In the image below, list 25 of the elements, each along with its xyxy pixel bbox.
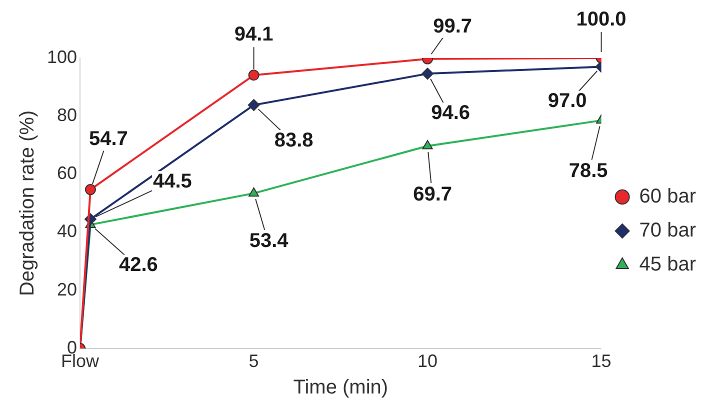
- data-label: 53.4: [249, 230, 290, 252]
- data-label: 94.1: [234, 24, 274, 46]
- x-tick-label: 10: [418, 351, 438, 372]
- data-label: 94.6: [431, 102, 470, 124]
- data-label: 42.6: [118, 254, 158, 276]
- y-axis-title: Degradation rate (%): [16, 110, 39, 296]
- y-tick-label: 20: [57, 279, 78, 300]
- legend-label: 45 bar: [639, 254, 696, 276]
- data-label: 99.7: [433, 15, 472, 38]
- x-tick-label: 15: [591, 351, 612, 372]
- y-tick-label: 100: [46, 46, 78, 67]
- data-label: 44.5: [152, 170, 192, 193]
- data-label: 83.8: [274, 130, 314, 152]
- legend-label: 60 bar: [639, 186, 696, 208]
- x-axis-title: Time (min): [293, 376, 388, 399]
- data-label: 69.7: [413, 184, 452, 206]
- y-tick-label: 80: [57, 105, 78, 126]
- x-tick-label: 5: [248, 351, 259, 372]
- y-tick-label: 40: [57, 221, 78, 242]
- data-label: 54.7: [88, 128, 128, 150]
- legend-label: 70 bar: [639, 220, 696, 242]
- data-label: 100.0: [576, 8, 626, 31]
- data-label: 78.5: [568, 160, 608, 182]
- y-tick-label: 60: [57, 163, 78, 184]
- data-label: 97.0: [548, 90, 587, 112]
